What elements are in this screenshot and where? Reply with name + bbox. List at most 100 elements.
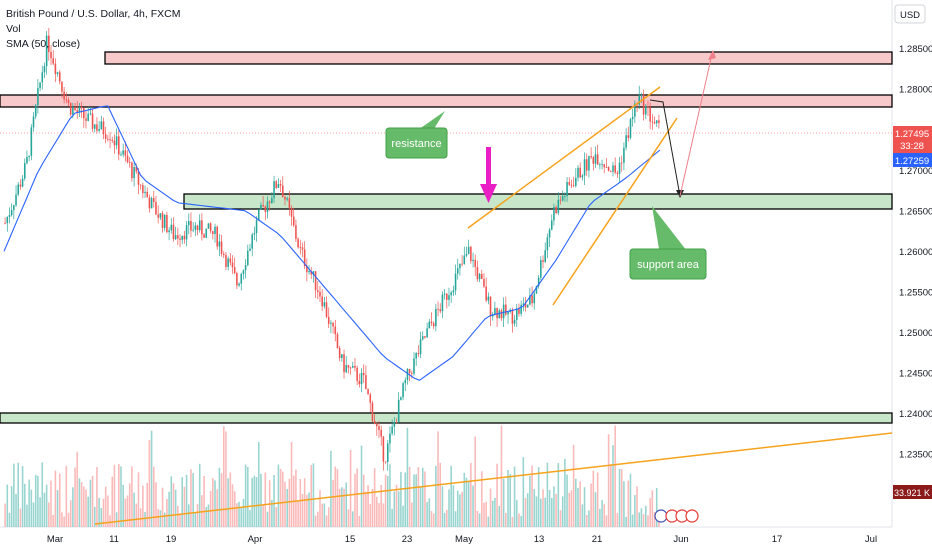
volume-bar [244,464,247,527]
volume-bar [347,509,350,527]
volume-bar [327,507,330,527]
volume-bar [419,487,422,527]
candle-body [658,120,660,124]
volume-bar [421,467,424,527]
volume-bar [362,474,365,527]
volume-bar [135,503,138,527]
resistance-callout-text: resistance [391,138,441,150]
candle-body [168,230,170,233]
volume-trendline[interactable] [94,432,893,525]
candle-body [157,214,159,218]
candle-body [358,380,361,385]
time-axis[interactable]: Mar 11 19 Apr 15 23 May 13 21 Jun 17 Jul [47,534,877,545]
candle-body [465,253,468,256]
volume-bar [128,483,131,527]
candle-body [616,172,619,174]
candle-body [360,372,363,385]
candle-body [500,310,503,319]
volume-bar [448,489,450,527]
candle-body [209,223,212,232]
volume-bar [166,498,168,527]
candle-body [262,204,264,207]
volume-bar [262,505,264,527]
volume-bar [137,472,140,527]
candle-body [531,295,533,304]
candle-body [220,241,223,254]
support-zone-upper[interactable] [183,193,893,210]
volume-bar [321,503,323,527]
volume-bar [227,478,229,527]
volume-bar [629,473,632,527]
volume-bar [354,473,356,527]
volume-bar [570,490,573,527]
volume-bar [107,495,109,527]
volume-indicator-label[interactable]: Vol [6,23,21,35]
volume-bar [644,505,647,527]
volume-bar [10,486,13,527]
resistance-callout[interactable] [385,127,448,159]
forecast-arrow-up [708,50,716,60]
candle-body [642,94,645,115]
volume-bar [579,481,581,527]
candle-body [561,196,564,201]
volume-bar [50,480,52,527]
volume-bar [216,489,218,527]
volume-bar [21,466,24,527]
candle-body [338,347,341,359]
candle-body [428,321,431,329]
volume-bar [596,472,599,527]
volume-bar [43,492,46,527]
candle-body [644,106,647,115]
candle-body [452,290,455,293]
support-callout[interactable] [629,248,707,280]
candle-body [222,253,225,256]
support-zone-lower[interactable] [0,412,893,424]
candle-body [107,138,109,140]
volume-bar [542,489,544,527]
signal-arrow-shaft [486,147,491,185]
volume-bar [98,498,100,527]
candle-body [395,422,398,424]
candle-body [247,250,249,266]
candle-body [336,334,339,348]
candle-body [152,198,155,202]
candle-body [102,121,105,135]
volume-bar [605,515,608,527]
volume-bar [56,490,59,527]
candle-body [325,302,328,317]
channel-bottom-line[interactable] [552,117,678,306]
candle-body [494,308,496,315]
time-tick-label: May [455,534,473,545]
candle-body [380,429,382,437]
candle-body [78,107,81,113]
currency-box[interactable] [894,4,926,24]
candle-body [74,107,76,111]
sma-indicator-label[interactable]: SMA (50, close) [6,38,81,50]
volume-bar [4,503,6,527]
forecast-path-up[interactable] [679,53,713,197]
forecast-path[interactable] [649,99,681,197]
candle-body [131,162,133,179]
symbol-title[interactable]: British Pound / U.S. Dollar, 4h, FXCM [6,8,181,20]
candle-body [312,271,315,275]
candle-body [142,185,144,194]
resistance-zone-upper[interactable] [104,51,893,65]
price-axis[interactable]: 1.285001.280001.275001.270001.265001.260… [899,44,932,501]
resistance-zone-lower[interactable] [0,94,893,108]
channel-top-line[interactable] [467,86,661,229]
candle-body [303,249,306,267]
volume-bar [45,484,48,527]
volume-bar [120,466,122,527]
candle-body [467,246,470,254]
economic-events-icons[interactable] [654,509,699,523]
volume-bar [376,496,378,527]
candle-body [67,99,70,104]
candle-body [590,156,592,158]
volume-bar [647,515,649,527]
volume-bar [310,465,313,527]
volume-bar [588,510,590,527]
volume-bar [159,510,162,527]
candle-body [393,422,396,427]
candle-body [330,322,332,324]
